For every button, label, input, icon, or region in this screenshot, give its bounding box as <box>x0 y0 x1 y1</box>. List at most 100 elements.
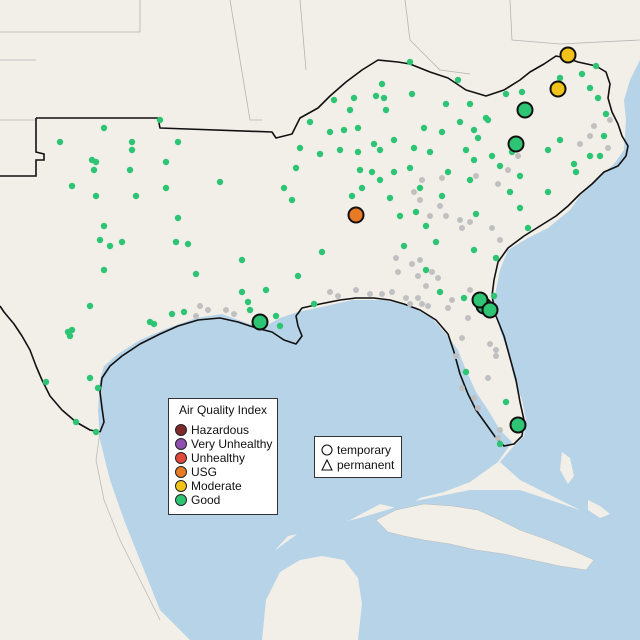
site-marker-good <box>544 146 552 154</box>
site-marker-inactive <box>605 145 611 151</box>
site-marker-good <box>481 301 499 319</box>
site-marker-inactive <box>437 203 443 209</box>
site-marker-good <box>370 140 378 148</box>
aqi-legend: Air Quality Index Hazardous Very Unhealt… <box>168 398 278 515</box>
site-marker-inactive <box>445 305 451 311</box>
site-marker-moderate <box>549 80 567 98</box>
site-marker-good <box>506 188 514 196</box>
highlighted-sites <box>251 46 577 434</box>
site-marker-good <box>90 166 98 174</box>
legend-label: Good <box>191 493 221 507</box>
site-marker-good <box>442 100 450 108</box>
site-marker-inactive <box>467 287 473 293</box>
site-marker-good <box>86 302 94 310</box>
site-marker-good <box>516 101 534 119</box>
site-marker-inactive <box>197 303 203 309</box>
site-marker-inactive <box>449 297 455 303</box>
site-marker-good <box>86 374 94 382</box>
site-marker-good <box>556 74 564 82</box>
site-marker-good <box>596 152 604 160</box>
good-sites <box>42 58 610 448</box>
site-type-legend: temporary permanent <box>314 436 402 478</box>
site-marker-good <box>600 132 608 140</box>
legend-label: Unhealthy <box>191 451 246 465</box>
site-marker-inactive <box>497 427 503 433</box>
bahamas-south <box>588 500 610 518</box>
legend-swatch <box>175 452 187 464</box>
legend-swatch <box>175 480 187 492</box>
legend-label: Hazardous <box>191 423 250 437</box>
site-marker-good <box>426 148 434 156</box>
site-marker-good <box>516 172 524 180</box>
site-marker-good <box>410 144 418 152</box>
inactive-sites <box>193 117 613 441</box>
site-marker-good <box>412 208 420 216</box>
site-marker-good <box>454 76 462 84</box>
site-marker-good <box>100 266 108 274</box>
legend-label: Moderate <box>191 479 242 493</box>
site-marker-good <box>586 84 594 92</box>
site-marker-good <box>462 146 470 154</box>
site-marker-inactive <box>487 341 493 347</box>
atlantic-ocean <box>494 60 640 530</box>
site-marker-good <box>132 192 140 200</box>
site-marker-inactive <box>425 303 431 309</box>
yucatan <box>262 556 362 640</box>
site-marker-good <box>354 124 362 132</box>
site-marker-good <box>416 184 424 192</box>
site-marker-good <box>192 270 200 278</box>
circle-icon <box>321 444 333 456</box>
site-marker-good <box>507 135 525 153</box>
site-marker-good <box>422 266 430 274</box>
site-marker-good <box>438 128 446 136</box>
site-marker-good <box>462 368 470 376</box>
site-marker-good <box>238 288 246 296</box>
site-marker-good <box>471 291 489 309</box>
site-marker-good <box>168 310 176 318</box>
site-marker-good <box>68 182 76 190</box>
site-marker-good <box>356 166 364 174</box>
site-marker-good <box>358 184 366 192</box>
site-marker-good <box>336 146 344 154</box>
site-marker-inactive <box>353 287 359 293</box>
site-marker-good <box>180 308 188 316</box>
site-marker-good <box>368 168 376 176</box>
site-marker-good <box>420 124 428 132</box>
site-marker-good <box>460 294 468 302</box>
site-marker-inactive <box>415 295 421 301</box>
site-marker-good <box>490 292 498 300</box>
site-marker-good <box>456 118 464 126</box>
site-marker-inactive <box>453 353 459 359</box>
site-marker-good <box>350 94 358 102</box>
site-marker-good <box>556 136 564 144</box>
site-marker-good <box>544 188 552 196</box>
site-marker-good <box>470 246 478 254</box>
site-marker-good <box>380 94 388 102</box>
site-marker-inactive <box>459 385 465 391</box>
site-marker-good <box>524 224 532 232</box>
site-marker-inactive <box>577 141 583 147</box>
site-marker-good <box>72 418 80 426</box>
site-marker-good <box>244 298 252 306</box>
site-marker-inactive <box>407 301 413 307</box>
site-marker-inactive <box>411 189 417 195</box>
site-marker-good <box>602 110 610 118</box>
site-marker-good <box>572 168 580 176</box>
site-marker-good <box>316 150 324 158</box>
site-marker-good <box>586 152 594 160</box>
site-marker-good <box>128 146 136 154</box>
site-marker-usg <box>347 206 365 224</box>
site-marker-inactive <box>231 311 237 317</box>
site-marker-inactive <box>435 275 441 281</box>
site-marker-inactive <box>427 213 433 219</box>
cuba <box>375 503 595 571</box>
site-marker-inactive <box>409 261 415 267</box>
site-marker-inactive <box>465 315 471 321</box>
site-marker-good <box>126 166 134 174</box>
site-marker-inactive <box>457 217 463 223</box>
site-marker-inactive <box>417 197 423 203</box>
site-marker-good <box>172 238 180 246</box>
site-marker-good <box>238 256 246 264</box>
site-marker-good <box>174 214 182 222</box>
